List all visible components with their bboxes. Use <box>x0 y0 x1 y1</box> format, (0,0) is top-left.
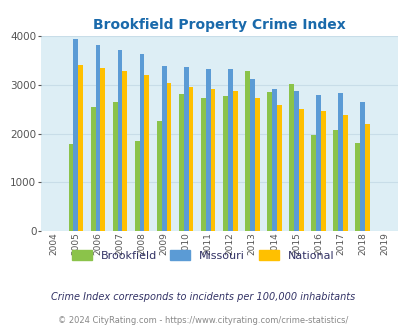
Bar <box>276 105 281 231</box>
Bar <box>298 109 303 231</box>
Bar <box>227 69 232 231</box>
Bar <box>179 94 183 231</box>
Bar <box>90 107 95 231</box>
Bar <box>359 103 364 231</box>
Bar <box>188 87 193 231</box>
Bar <box>232 91 237 231</box>
Bar <box>78 65 83 231</box>
Bar <box>139 54 144 231</box>
Bar <box>249 79 254 231</box>
Bar <box>342 115 347 231</box>
Bar <box>73 39 78 231</box>
Bar <box>100 68 105 231</box>
Bar <box>315 95 320 231</box>
Bar <box>205 69 210 231</box>
Bar <box>144 75 149 231</box>
Bar <box>134 141 139 231</box>
Bar <box>320 111 325 231</box>
Bar <box>254 98 259 231</box>
Bar <box>293 91 298 231</box>
Bar <box>271 89 276 231</box>
Text: © 2024 CityRating.com - https://www.cityrating.com/crime-statistics/: © 2024 CityRating.com - https://www.city… <box>58 316 347 325</box>
Bar <box>266 92 271 231</box>
Bar <box>364 124 369 231</box>
Bar <box>68 144 73 231</box>
Bar <box>200 98 205 231</box>
Bar <box>354 143 359 231</box>
Bar <box>333 130 337 231</box>
Title: Brookfield Property Crime Index: Brookfield Property Crime Index <box>93 18 345 32</box>
Bar <box>311 135 315 231</box>
Bar <box>166 83 171 231</box>
Bar <box>161 66 166 231</box>
Bar <box>210 89 215 231</box>
Bar <box>122 71 127 231</box>
Bar <box>183 67 188 231</box>
Legend: Brookfield, Missouri, National: Brookfield, Missouri, National <box>67 246 338 265</box>
Bar <box>245 71 249 231</box>
Bar <box>156 121 161 231</box>
Bar <box>288 84 293 231</box>
Bar <box>222 96 227 231</box>
Bar <box>337 93 342 231</box>
Text: Crime Index corresponds to incidents per 100,000 inhabitants: Crime Index corresponds to incidents per… <box>51 292 354 302</box>
Bar <box>117 50 122 231</box>
Bar <box>95 45 100 231</box>
Bar <box>113 102 117 231</box>
